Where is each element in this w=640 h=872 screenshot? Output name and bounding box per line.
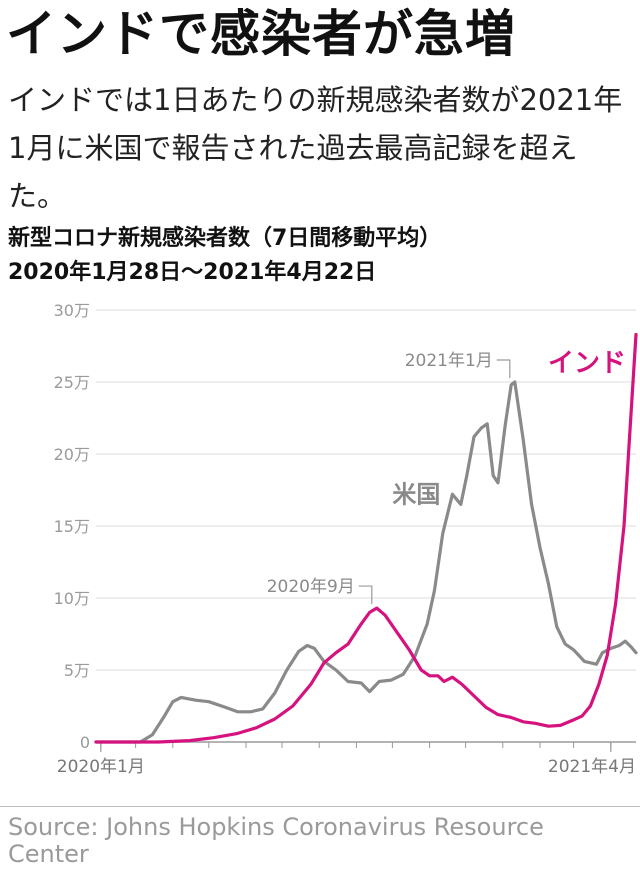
series-label-us: 米国 <box>392 480 440 508</box>
series-line-india <box>94 332 638 744</box>
chart-title: 新型コロナ新規感染者数（7日間移動平均） <box>8 226 442 251</box>
annotation-leader <box>358 585 373 605</box>
y-axis-tick-labels: 0 5万 10万 15万 20万 25万 30万 <box>54 301 90 752</box>
chart-title-block: 新型コロナ新規感染者数（7日間移動平均） 2020年1月28日～2021年4月2… <box>8 222 634 290</box>
y-tick-label: 10万 <box>54 589 90 608</box>
x-tick-label: 2020年1月 <box>57 757 145 777</box>
gridlines <box>96 309 636 671</box>
source-note: Source: Johns Hopkins Coronavirus Resour… <box>8 813 544 868</box>
source-divider <box>0 806 640 807</box>
annotation-label: 2021年1月 <box>405 351 493 371</box>
annotations: 2020年9月 2021年1月 <box>267 351 511 605</box>
series-label-india: インド <box>548 348 626 378</box>
y-tick-label: 5万 <box>64 661 90 680</box>
y-tick-label: 30万 <box>54 301 90 320</box>
x-axis: 2020年1月 2021年4月 <box>57 741 636 777</box>
series-labels: 米国 インド <box>392 348 626 508</box>
annotation-label: 2020年9月 <box>267 577 355 597</box>
line-chart: 0 5万 10万 15万 20万 25万 30万 2020年1月 2021年4月 2020年9… <box>54 301 638 777</box>
series-line-us <box>94 380 638 744</box>
x-tick-label: 2021年4月 <box>548 757 636 777</box>
series-lines <box>94 332 638 744</box>
annotation-leader <box>496 359 511 378</box>
y-tick-label: 20万 <box>54 445 90 464</box>
y-tick-label: 15万 <box>54 517 90 536</box>
y-tick-label: 0 <box>80 733 90 752</box>
y-tick-label: 25万 <box>54 373 90 392</box>
headline: インドで感染者が急増 <box>6 5 516 63</box>
chart-date-range: 2020年1月28日～2021年4月22日 <box>8 260 377 285</box>
lede-text: インドでは1日あたりの新規感染者数が2021年1月に米国で報告された過去最高記録… <box>8 83 623 213</box>
